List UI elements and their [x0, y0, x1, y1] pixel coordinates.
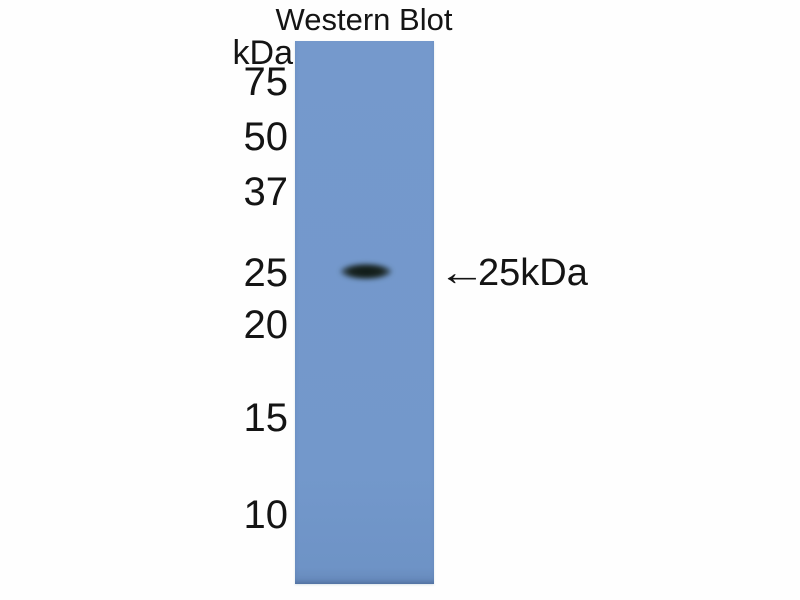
figure-title: Western Blot: [275, 2, 453, 37]
band-annotation: ←25kDa: [438, 254, 588, 292]
blot-lane-strip: [295, 41, 434, 584]
ladder-marker-15: 15: [243, 396, 289, 440]
ladder-marker-25: 25: [243, 251, 289, 295]
ladder-marker-column: 75 50 37 25 20 15 10: [200, 0, 289, 600]
protein-band: [339, 263, 393, 280]
kda-unit-label: kDa: [232, 34, 293, 72]
left-arrow-icon: ←: [438, 252, 486, 294]
ladder-marker-10: 10: [243, 493, 289, 537]
band-annotation-label: 25kDa: [478, 252, 588, 294]
ladder-marker-75: 75: [243, 60, 289, 104]
ladder-marker-37: 37: [243, 170, 289, 214]
ladder-marker-20: 20: [243, 303, 289, 347]
ladder-marker-50: 50: [243, 115, 289, 159]
